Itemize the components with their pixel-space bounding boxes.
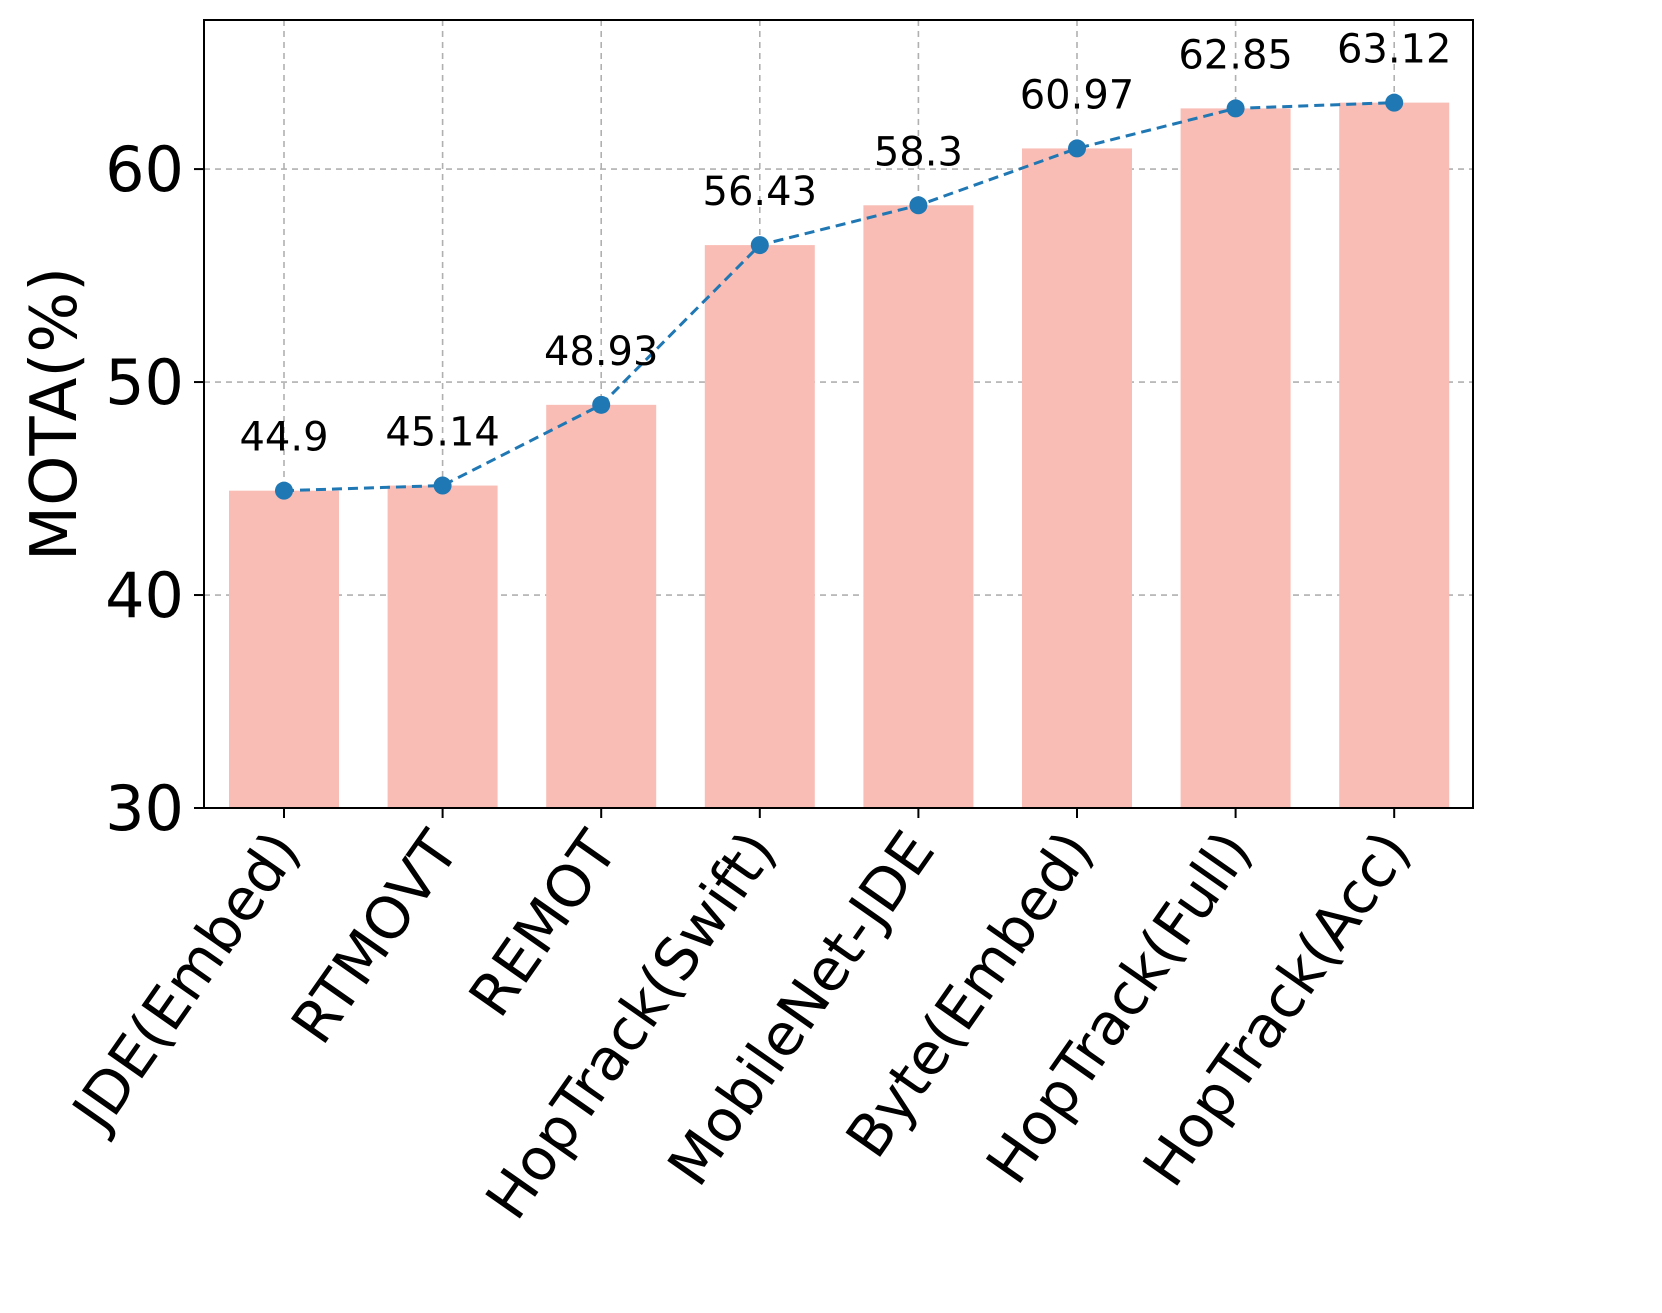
x-tick-label: REMOT: [456, 819, 631, 1029]
y-tick-label: 50: [105, 346, 184, 419]
data-label: 60.97: [1020, 72, 1135, 118]
y-tick-label: 30: [105, 772, 184, 845]
bar: [229, 490, 339, 808]
y-tick-label: 60: [105, 133, 184, 206]
series-point: [1385, 93, 1404, 112]
x-tick-label: HopTrack(Swift): [472, 819, 789, 1231]
y-tick-label: 40: [105, 559, 184, 632]
plot-frame: [203, 19, 1474, 809]
series-point: [750, 236, 769, 255]
bar-layer: [229, 102, 1450, 808]
data-label: 63.12: [1337, 27, 1452, 73]
bar: [704, 245, 815, 808]
series-point: [592, 395, 611, 414]
bar: [863, 205, 974, 808]
bar: [1022, 148, 1132, 808]
bar: [1180, 108, 1291, 808]
x-tick-label: JDE(Embed): [58, 819, 314, 1144]
series-point: [909, 196, 928, 215]
data-label: 45.14: [385, 410, 500, 456]
bar: [387, 485, 498, 808]
data-label: 56.43: [703, 169, 818, 215]
series-point: [1068, 139, 1086, 158]
y-axis-label: MOTA(%): [18, 267, 92, 561]
series-line: [283, 101, 1395, 493]
bar: [1339, 102, 1450, 808]
bar: [546, 404, 657, 808]
series-point: [433, 476, 452, 495]
data-label: 48.93: [544, 329, 659, 375]
data-label: 44.9: [239, 415, 328, 461]
series-point: [275, 481, 293, 500]
data-label: 58.3: [874, 129, 963, 175]
data-label: 62.85: [1178, 32, 1293, 78]
label-layer: 44.9 45.14 48.93 56.43 58.3 60.97 62.85 63.12: [239, 27, 1451, 461]
line-layer: [275, 93, 1404, 500]
series-point: [1226, 99, 1245, 118]
